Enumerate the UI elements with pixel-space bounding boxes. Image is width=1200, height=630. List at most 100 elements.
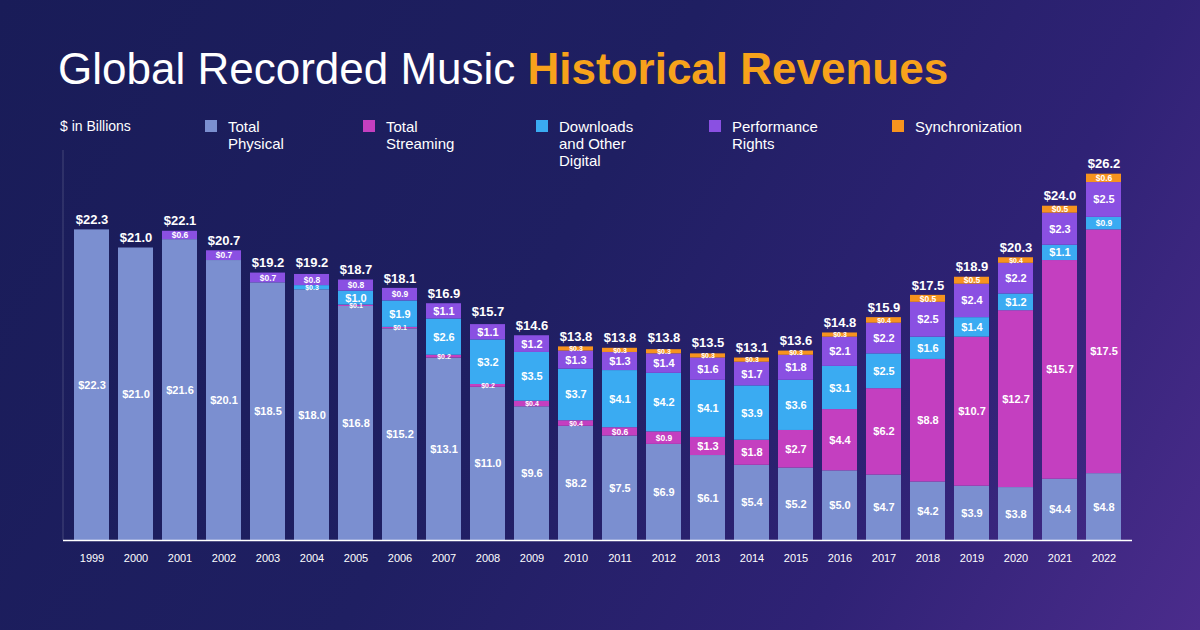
svg-text:$2.3: $2.3 <box>1049 223 1070 235</box>
svg-text:$0.3: $0.3 <box>833 331 847 339</box>
svg-text:$12.7: $12.7 <box>1002 393 1030 405</box>
svg-text:$0.3: $0.3 <box>789 349 803 357</box>
svg-text:$5.0: $5.0 <box>829 499 850 511</box>
svg-text:2002: 2002 <box>212 552 236 564</box>
svg-text:$0.9: $0.9 <box>1096 218 1113 228</box>
svg-text:$6.9: $6.9 <box>653 486 674 498</box>
svg-text:$5.4: $5.4 <box>741 496 763 508</box>
svg-text:$2.6: $2.6 <box>433 331 454 343</box>
svg-text:2005: 2005 <box>344 552 368 564</box>
svg-text:$1.3: $1.3 <box>697 440 718 452</box>
svg-text:$21.0: $21.0 <box>120 230 153 245</box>
svg-text:$13.1: $13.1 <box>736 340 769 355</box>
svg-text:$0.4: $0.4 <box>569 420 583 428</box>
svg-text:$0.5: $0.5 <box>920 294 937 304</box>
svg-text:$2.7: $2.7 <box>785 443 806 455</box>
svg-text:$3.9: $3.9 <box>961 507 982 519</box>
svg-text:$0.3: $0.3 <box>613 347 627 355</box>
svg-text:$0.5: $0.5 <box>964 275 981 285</box>
svg-text:$17.5: $17.5 <box>912 278 945 293</box>
svg-text:$4.1: $4.1 <box>609 393 630 405</box>
svg-text:2015: 2015 <box>784 552 808 564</box>
svg-text:$0.2: $0.2 <box>481 382 495 390</box>
svg-text:$13.1: $13.1 <box>430 443 458 455</box>
svg-text:$1.6: $1.6 <box>697 363 718 375</box>
svg-text:$19.2: $19.2 <box>296 255 329 270</box>
svg-text:$3.5: $3.5 <box>521 370 542 382</box>
svg-text:$0.7: $0.7 <box>260 273 277 283</box>
svg-text:2003: 2003 <box>256 552 280 564</box>
svg-text:$0.3: $0.3 <box>657 348 671 356</box>
svg-text:$15.9: $15.9 <box>868 300 901 315</box>
svg-text:$11.0: $11.0 <box>475 457 502 469</box>
svg-text:2011: 2011 <box>608 552 632 564</box>
svg-text:$1.0: $1.0 <box>345 292 366 304</box>
svg-text:$14.8: $14.8 <box>824 315 857 330</box>
svg-text:2008: 2008 <box>476 552 500 564</box>
svg-text:$15.7: $15.7 <box>472 304 505 319</box>
svg-text:$8.2: $8.2 <box>565 477 586 489</box>
svg-text:$20.3: $20.3 <box>1000 240 1033 255</box>
svg-text:$16.8: $16.8 <box>342 417 370 429</box>
svg-text:$0.8: $0.8 <box>304 275 321 285</box>
svg-text:$1.8: $1.8 <box>741 446 762 458</box>
svg-text:2001: 2001 <box>168 552 192 564</box>
svg-text:$1.6: $1.6 <box>917 342 938 354</box>
svg-text:$0.6: $0.6 <box>1096 173 1113 183</box>
svg-text:$1.1: $1.1 <box>433 305 454 317</box>
svg-text:$22.3: $22.3 <box>76 212 109 227</box>
svg-text:$2.2: $2.2 <box>1005 272 1026 284</box>
svg-text:2017: 2017 <box>872 552 896 564</box>
svg-text:$4.1: $4.1 <box>697 402 718 414</box>
svg-text:$3.7: $3.7 <box>565 388 586 400</box>
svg-text:2019: 2019 <box>960 552 984 564</box>
svg-text:$13.8: $13.8 <box>560 329 593 344</box>
svg-text:$3.9: $3.9 <box>741 407 762 419</box>
svg-text:$18.5: $18.5 <box>254 405 282 417</box>
svg-text:$3.8: $3.8 <box>1005 508 1026 520</box>
svg-text:$1.2: $1.2 <box>1005 296 1026 308</box>
svg-text:$20.1: $20.1 <box>210 394 238 406</box>
svg-text:$4.2: $4.2 <box>917 505 938 517</box>
svg-text:$0.5: $0.5 <box>1052 204 1069 214</box>
svg-text:$18.0: $18.0 <box>298 409 326 421</box>
svg-text:2014: 2014 <box>740 552 764 564</box>
svg-text:$13.5: $13.5 <box>692 335 725 350</box>
svg-text:$13.8: $13.8 <box>604 330 637 345</box>
svg-text:$21.6: $21.6 <box>166 384 194 396</box>
svg-text:$4.4: $4.4 <box>1049 503 1071 515</box>
svg-text:$0.9: $0.9 <box>392 289 409 299</box>
svg-text:$26.2: $26.2 <box>1088 156 1121 171</box>
svg-text:$4.2: $4.2 <box>653 396 674 408</box>
svg-text:$18.7: $18.7 <box>340 262 373 277</box>
svg-text:$1.4: $1.4 <box>961 321 983 333</box>
svg-text:$0.9: $0.9 <box>656 433 673 443</box>
svg-text:$18.1: $18.1 <box>384 271 417 286</box>
svg-text:$1.3: $1.3 <box>565 354 586 366</box>
svg-text:$0.3: $0.3 <box>701 352 715 360</box>
svg-text:$7.5: $7.5 <box>609 482 630 494</box>
svg-text:$20.7: $20.7 <box>208 233 241 248</box>
svg-text:$2.5: $2.5 <box>917 313 938 325</box>
svg-text:$5.2: $5.2 <box>785 498 806 510</box>
svg-text:$15.2: $15.2 <box>386 428 414 440</box>
svg-text:$16.9: $16.9 <box>428 286 461 301</box>
svg-text:$1.2: $1.2 <box>521 338 542 350</box>
svg-text:2006: 2006 <box>388 552 412 564</box>
svg-text:$4.8: $4.8 <box>1093 501 1114 513</box>
svg-text:$0.4: $0.4 <box>1009 257 1023 265</box>
svg-text:$0.3: $0.3 <box>745 356 759 364</box>
svg-text:$6.2: $6.2 <box>873 425 894 437</box>
svg-text:$0.3: $0.3 <box>305 284 319 292</box>
svg-text:2022: 2022 <box>1092 552 1116 564</box>
svg-text:$22.3: $22.3 <box>78 379 106 391</box>
svg-text:2016: 2016 <box>828 552 852 564</box>
svg-text:$14.6: $14.6 <box>516 318 549 333</box>
svg-text:$0.4: $0.4 <box>877 317 891 325</box>
svg-text:$1.1: $1.1 <box>477 326 498 338</box>
svg-text:2009: 2009 <box>520 552 544 564</box>
svg-text:$13.6: $13.6 <box>780 333 813 348</box>
svg-text:$0.7: $0.7 <box>216 250 233 260</box>
svg-text:$3.2: $3.2 <box>477 356 498 368</box>
svg-text:2012: 2012 <box>652 552 676 564</box>
